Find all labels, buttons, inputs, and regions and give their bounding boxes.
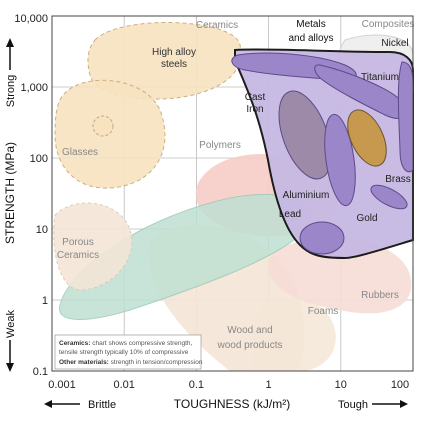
label-wood-1: Wood and (227, 325, 272, 336)
y-tick-label: 10,000 (14, 13, 48, 25)
y-tick-label: 100 (30, 153, 48, 165)
label-titanium: Titanium (361, 72, 399, 83)
label-composites: Composites (362, 19, 415, 30)
label-rubbers: Rubbers (361, 290, 399, 301)
x-tick-labels: 0.001 0.01 0.1 1 10 100 (48, 379, 409, 391)
y-tick-label: 1 (42, 295, 48, 307)
label-high-alloy-2: steels (161, 59, 187, 70)
label-glasses: Glasses (62, 147, 98, 158)
region-nickel (397, 61, 414, 173)
x-tick-label: 0.1 (189, 379, 204, 391)
region-glasses-core (92, 115, 114, 137)
note-line-3: Other materials: strength in tension/com… (59, 359, 203, 366)
label-lead: Lead (279, 209, 301, 220)
label-porous-1: Porous (62, 237, 94, 248)
label-cast-iron-1: Cast (245, 92, 266, 103)
label-gold: Gold (356, 213, 377, 224)
region-brass (347, 109, 387, 167)
region-ceramics (87, 22, 242, 100)
y-low-arrow (6, 340, 14, 372)
x-tick-label: 1 (266, 379, 272, 391)
label-aluminium: Aluminium (283, 190, 330, 201)
y-tick-label: 10 (36, 224, 48, 236)
x-low-label: Brittle (88, 399, 116, 411)
label-polymers: Polymers (199, 140, 241, 151)
metals-group (231, 48, 414, 260)
x-tick-label: 0.001 (48, 379, 76, 391)
label-wood-2: wood products (216, 340, 282, 351)
note-box-bg (54, 334, 202, 370)
x-tick-label: 10 (335, 379, 347, 391)
label-ceramics: Ceramics (196, 20, 238, 31)
note-line-2: tensile strength typically 10% of compre… (59, 349, 189, 356)
label-brass: Brass (385, 174, 411, 185)
x-tick-label: 0.01 (113, 379, 134, 391)
y-tick-label: 1,000 (20, 82, 48, 94)
plot-frame (51, 15, 414, 372)
x-axis-label: TOUGHNESS (kJ/m²) (174, 397, 290, 411)
x-high-label: Tough (338, 399, 368, 411)
label-cast-iron-2: Iron (246, 104, 263, 115)
region-titanium (314, 64, 408, 119)
x-high-arrow (372, 400, 408, 408)
region-aluminium (324, 113, 356, 207)
label-metals-1: Metals (296, 19, 325, 30)
region-porous (53, 202, 133, 291)
label-porous-2: Ceramics (57, 250, 99, 261)
note-box: Ceramics: chart shows compressive streng… (54, 334, 203, 370)
label-high-alloy-1: High alloy (152, 47, 196, 58)
y-tick-label: 0.1 (33, 366, 48, 378)
note-line-1: Ceramics: chart shows compressive streng… (59, 340, 193, 347)
x-tick-label: 100 (391, 379, 409, 391)
y-tick-labels: 0.1 1 10 100 1,000 10,000 (14, 13, 48, 378)
y-high-arrow (6, 38, 14, 70)
label-nickel: Nickel (381, 38, 408, 49)
label-foams: Foams (308, 306, 339, 317)
x-low-arrow (44, 400, 80, 408)
region-gold (370, 184, 408, 210)
region-labels: Ceramics High alloy steels Metals and al… (57, 19, 415, 351)
label-metals-2: and alloys (288, 33, 333, 44)
y-low-label: Weak (5, 310, 17, 338)
region-rubbers (268, 237, 412, 314)
region-glasses (54, 79, 166, 189)
region-lead (299, 221, 345, 255)
y-axis-label: STRENGTH (MPa) (3, 142, 17, 244)
y-high-label: Strong (5, 75, 17, 107)
region-foams (252, 296, 336, 371)
